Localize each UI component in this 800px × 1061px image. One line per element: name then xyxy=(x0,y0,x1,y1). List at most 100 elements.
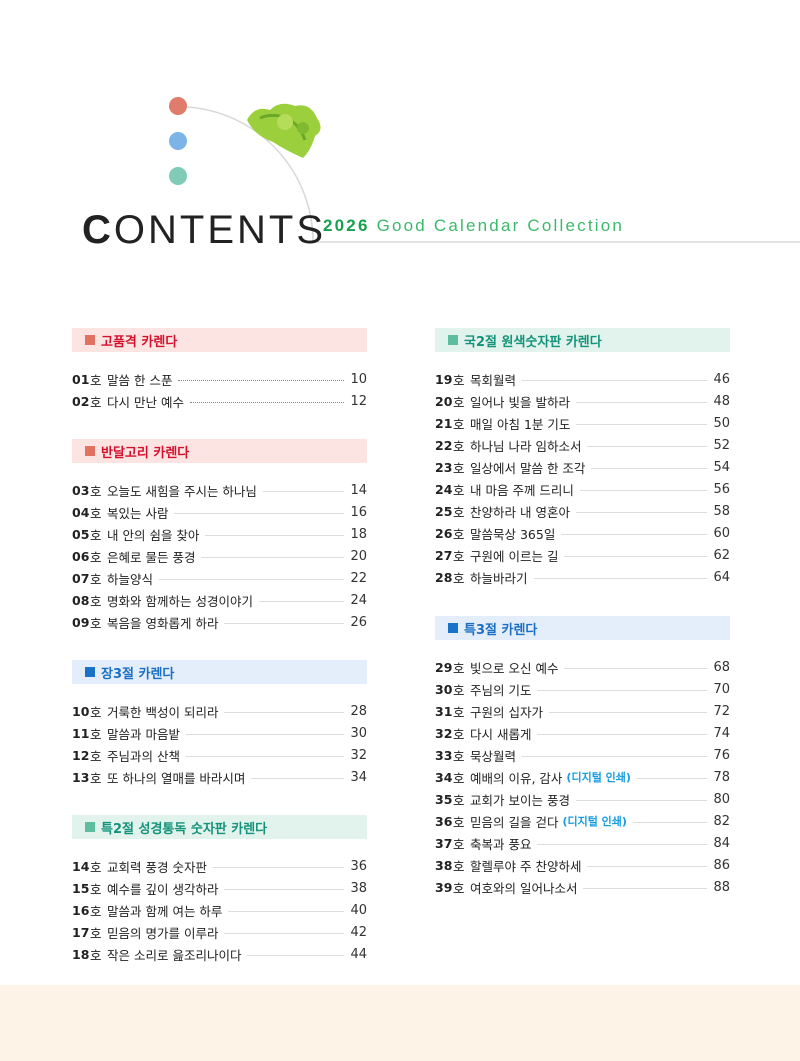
toc-item[interactable]: 17 호 믿음의 명가를 이루라 42 xyxy=(72,921,367,943)
item-number: 37 xyxy=(435,835,453,851)
section-title: 특2절 성경통독 숫자판 카렌다 xyxy=(101,821,268,837)
toc-item[interactable]: 35 호 교회가 보이는 풍경 80 xyxy=(435,788,730,810)
leader-line xyxy=(537,689,708,691)
section-header: 특2절 성경통독 숫자판 카렌다 xyxy=(72,815,367,839)
page-number: 18 xyxy=(350,526,367,542)
page-number: 28 xyxy=(350,703,367,719)
item-number: 07 xyxy=(72,570,90,586)
toc-item[interactable]: 20 호 일어나 빛을 발하라 48 xyxy=(435,390,730,412)
leader-line xyxy=(548,711,708,713)
toc-item[interactable]: 14 호 교회력 풍경 숫자판 36 xyxy=(72,855,367,877)
page-number: 26 xyxy=(350,614,367,630)
toc-item[interactable]: 21 호 매일 아침 1분 기도 50 xyxy=(435,412,730,434)
toc-item[interactable]: 11 호 말씀과 마음밭 30 xyxy=(72,722,367,744)
toc-item[interactable]: 26 호 말씀묵상 365일 60 xyxy=(435,522,730,544)
page-number: 20 xyxy=(350,548,367,564)
toc-item[interactable]: 25 호 찬양하라 내 영혼아 58 xyxy=(435,500,730,522)
toc-item[interactable]: 05 호 내 안의 쉼을 찾아 18 xyxy=(72,523,367,545)
toc-item[interactable]: 39 호 여호와의 일어나소서 88 xyxy=(435,876,730,898)
leader-line xyxy=(522,755,708,757)
toc-item[interactable]: 30 호 주님의 기도 70 xyxy=(435,678,730,700)
toc-item[interactable]: 16 호 말씀과 함께 여는 하루 40 xyxy=(72,899,367,921)
green-dot xyxy=(169,167,187,185)
toc-item[interactable]: 29 호 빛으로 오신 예수 68 xyxy=(435,656,730,678)
item-title: 명화와 함께하는 성경이야기 xyxy=(107,593,253,609)
item-title: 말씀 한 스푼 xyxy=(107,372,173,388)
item-title: 주님과의 산책 xyxy=(107,748,180,764)
item-title: 내 안의 쉼을 찾아 xyxy=(107,527,200,543)
leader-line xyxy=(591,467,708,469)
item-suffix: 호 xyxy=(90,726,102,742)
blue-dot xyxy=(169,132,187,150)
toc-item[interactable]: 23 호 일상에서 말씀 한 조각 54 xyxy=(435,456,730,478)
item-title: 말씀묵상 365일 xyxy=(470,526,556,542)
section-title: 특3절 카렌다 xyxy=(464,622,538,638)
section: 장3절 카렌다 10 호 거룩한 백성이 되리라 28 11 호 말씀과 마음밭 30 12 호 주님… xyxy=(72,660,367,788)
toc-item[interactable]: 13 호 또 하나의 열매를 바라시며 34 xyxy=(72,766,367,788)
page-number: 68 xyxy=(713,659,730,675)
toc-item[interactable]: 01 호 말씀 한 스푼 10 xyxy=(72,368,367,390)
toc-item[interactable]: 09 호 복음을 영화롭게 하라 26 xyxy=(72,611,367,633)
leader-line xyxy=(247,954,345,956)
page-number: 86 xyxy=(713,857,730,873)
page-number: 58 xyxy=(713,503,730,519)
item-title: 교회가 보이는 풍경 xyxy=(470,792,570,808)
toc-item[interactable]: 33 호 묵상월력 76 xyxy=(435,744,730,766)
page-number: 14 xyxy=(350,482,367,498)
item-title: 내 마음 주께 드리니 xyxy=(470,482,574,498)
square-icon xyxy=(85,822,95,832)
item-title: 하늘양식 xyxy=(107,571,154,587)
item-number: 12 xyxy=(72,747,90,763)
item-suffix: 호 xyxy=(453,570,465,586)
toc-item[interactable]: 36 호 믿음의 길을 걷다 (디지털 인쇄) 82 xyxy=(435,810,730,832)
item-number: 15 xyxy=(72,880,90,896)
item-number: 22 xyxy=(435,437,453,453)
toc-item[interactable]: 07 호 하늘양식 22 xyxy=(72,567,367,589)
item-suffix: 호 xyxy=(453,792,465,808)
item-title: 작은 소리로 읊조리나이다 xyxy=(107,947,242,963)
toc-item[interactable]: 24 호 내 마음 주께 드리니 56 xyxy=(435,478,730,500)
toc-item[interactable]: 27 호 구원에 이르는 길 62 xyxy=(435,544,730,566)
item-number: 02 xyxy=(72,393,90,409)
toc-item[interactable]: 19 호 목회월력 46 xyxy=(435,368,730,390)
section: 특3절 카렌다 29 호 빛으로 오신 예수 68 30 호 주님의 기도 70 31 호 구원의 십… xyxy=(435,616,730,898)
toc-item[interactable]: 03 호 오늘도 새힘을 주시는 하나님 14 xyxy=(72,479,367,501)
item-number: 30 xyxy=(435,681,453,697)
item-title: 말씀과 함께 여는 하루 xyxy=(107,903,223,919)
item-suffix: 호 xyxy=(90,505,102,521)
item-suffix: 호 xyxy=(90,947,102,963)
square-icon xyxy=(85,446,95,456)
toc-item[interactable]: 02 호 다시 만난 예수 12 xyxy=(72,390,367,412)
toc-item[interactable]: 22 호 하나님 나라 임하소서 52 xyxy=(435,434,730,456)
toc-item[interactable]: 32 호 다시 새롭게 74 xyxy=(435,722,730,744)
toc-item[interactable]: 28 호 하늘바라기 64 xyxy=(435,566,730,588)
item-title: 하늘바라기 xyxy=(470,570,528,586)
toc-item[interactable]: 08 호 명화와 함께하는 성경이야기 24 xyxy=(72,589,367,611)
item-suffix: 호 xyxy=(453,770,465,786)
toc-item[interactable]: 31 호 구원의 십자가 72 xyxy=(435,700,730,722)
item-note: (디지털 인쇄) xyxy=(566,771,631,784)
item-number: 06 xyxy=(72,548,90,564)
toc-item[interactable]: 12 호 주님과의 산책 32 xyxy=(72,744,367,766)
toc-item[interactable]: 18 호 작은 소리로 읊조리나이다 44 xyxy=(72,943,367,965)
leader-line xyxy=(564,555,708,557)
toc-item[interactable]: 10 호 거룩한 백성이 되리라 28 xyxy=(72,700,367,722)
leader-line xyxy=(185,733,345,735)
item-number: 23 xyxy=(435,459,453,475)
item-number: 34 xyxy=(435,769,453,785)
toc-item[interactable]: 34 호 예배의 이유, 감사 (디지털 인쇄) 78 xyxy=(435,766,730,788)
toc-item[interactable]: 06 호 은혜로 물든 풍경 20 xyxy=(72,545,367,567)
section: 특2절 성경통독 숫자판 카렌다 14 호 교회력 풍경 숫자판 36 15 호 예수를 깊이… xyxy=(72,815,367,965)
toc-item[interactable]: 04 호 복있는 사람 16 xyxy=(72,501,367,523)
item-suffix: 호 xyxy=(90,859,102,875)
toc-item[interactable]: 15 호 예수를 깊이 생각하라 38 xyxy=(72,877,367,899)
item-number: 20 xyxy=(435,393,453,409)
toc-item[interactable]: 38 호 할렐루야 주 찬양하세 86 xyxy=(435,854,730,876)
item-number: 29 xyxy=(435,659,453,675)
leader-line xyxy=(205,534,345,536)
page-number: 30 xyxy=(350,725,367,741)
page-number: 72 xyxy=(713,703,730,719)
toc-item[interactable]: 37 호 축복과 풍요 84 xyxy=(435,832,730,854)
leader-line xyxy=(561,533,708,535)
subtitle: 2026 Good Calendar Collection xyxy=(323,216,625,235)
